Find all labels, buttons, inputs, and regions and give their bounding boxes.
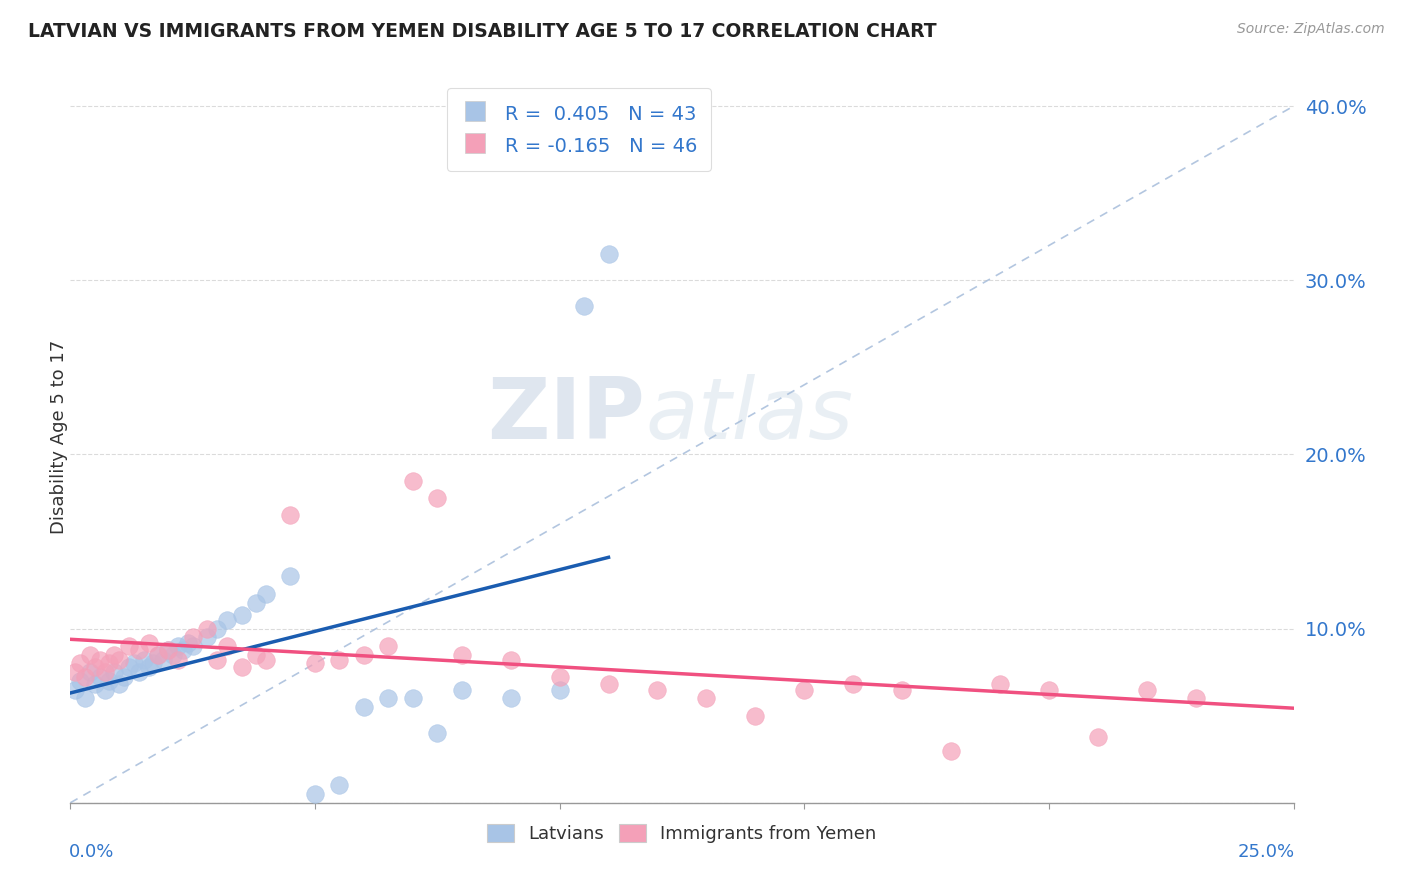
Point bbox=[245, 595, 267, 609]
Point bbox=[215, 613, 238, 627]
Point bbox=[598, 677, 620, 691]
Point bbox=[138, 660, 160, 674]
Legend: Latvians, Immigrants from Yemen: Latvians, Immigrants from Yemen bbox=[478, 815, 886, 852]
Point bbox=[132, 653, 155, 667]
Point bbox=[167, 639, 190, 653]
Point bbox=[499, 691, 522, 706]
Text: LATVIAN VS IMMIGRANTS FROM YEMEN DISABILITY AGE 5 TO 17 CORRELATION CHART: LATVIAN VS IMMIGRANTS FROM YEMEN DISABIL… bbox=[28, 22, 936, 41]
Point bbox=[353, 700, 375, 714]
Point bbox=[103, 665, 125, 680]
Point bbox=[83, 660, 105, 674]
Point bbox=[1038, 682, 1060, 697]
Point bbox=[69, 673, 91, 688]
Point bbox=[280, 569, 302, 583]
Point bbox=[280, 508, 302, 523]
Point bbox=[118, 639, 141, 653]
Point bbox=[353, 648, 375, 662]
Point bbox=[254, 653, 277, 667]
Point bbox=[108, 677, 131, 691]
Text: atlas: atlas bbox=[645, 374, 853, 457]
Point bbox=[572, 300, 595, 314]
Point bbox=[304, 787, 326, 801]
Point bbox=[63, 682, 86, 697]
Point bbox=[426, 726, 449, 740]
Point bbox=[148, 648, 170, 662]
Point bbox=[181, 631, 204, 645]
Point bbox=[128, 665, 150, 680]
Point bbox=[328, 653, 350, 667]
Point bbox=[108, 653, 131, 667]
Point bbox=[215, 639, 238, 653]
Point bbox=[377, 691, 399, 706]
Point bbox=[939, 743, 962, 757]
Point bbox=[128, 642, 150, 657]
Point bbox=[89, 670, 111, 684]
Point bbox=[195, 622, 218, 636]
Point bbox=[426, 491, 449, 505]
Point bbox=[1087, 730, 1109, 744]
Point bbox=[138, 635, 160, 649]
Point bbox=[254, 587, 277, 601]
Point bbox=[103, 648, 125, 662]
Point bbox=[205, 622, 228, 636]
Text: Source: ZipAtlas.com: Source: ZipAtlas.com bbox=[1237, 22, 1385, 37]
Point bbox=[122, 657, 145, 671]
Point bbox=[328, 778, 350, 792]
Point bbox=[402, 691, 425, 706]
Point bbox=[162, 648, 184, 662]
Point bbox=[79, 648, 101, 662]
Point bbox=[63, 665, 86, 680]
Point bbox=[157, 642, 180, 657]
Point bbox=[195, 631, 218, 645]
Point bbox=[73, 670, 96, 684]
Point bbox=[98, 673, 121, 688]
Point bbox=[69, 657, 91, 671]
Point bbox=[148, 648, 170, 662]
Point bbox=[93, 682, 115, 697]
Text: 25.0%: 25.0% bbox=[1237, 843, 1295, 861]
Point bbox=[152, 653, 174, 667]
Point bbox=[167, 653, 190, 667]
Point bbox=[450, 648, 472, 662]
Point bbox=[177, 635, 200, 649]
Point bbox=[79, 665, 101, 680]
Point bbox=[93, 665, 115, 680]
Text: 0.0%: 0.0% bbox=[69, 843, 114, 861]
Point bbox=[598, 247, 620, 261]
Point bbox=[83, 677, 105, 691]
Point bbox=[988, 677, 1011, 691]
Point bbox=[231, 660, 253, 674]
Point bbox=[157, 642, 180, 657]
Point bbox=[73, 691, 96, 706]
Point bbox=[647, 682, 669, 697]
Y-axis label: Disability Age 5 to 17: Disability Age 5 to 17 bbox=[51, 340, 67, 534]
Point bbox=[450, 682, 472, 697]
Point bbox=[793, 682, 815, 697]
Point bbox=[142, 657, 165, 671]
Text: ZIP: ZIP bbox=[488, 374, 645, 457]
Point bbox=[402, 474, 425, 488]
Point bbox=[377, 639, 399, 653]
Point bbox=[112, 670, 135, 684]
Point bbox=[205, 653, 228, 667]
Point bbox=[548, 682, 571, 697]
Point bbox=[245, 648, 267, 662]
Point bbox=[89, 653, 111, 667]
Point bbox=[181, 639, 204, 653]
Point bbox=[118, 660, 141, 674]
Point bbox=[695, 691, 717, 706]
Point bbox=[1184, 691, 1206, 706]
Point bbox=[744, 708, 766, 723]
Point bbox=[304, 657, 326, 671]
Point bbox=[499, 653, 522, 667]
Point bbox=[231, 607, 253, 622]
Point bbox=[98, 657, 121, 671]
Point bbox=[172, 642, 194, 657]
Point bbox=[1136, 682, 1159, 697]
Point bbox=[842, 677, 865, 691]
Point bbox=[891, 682, 914, 697]
Point bbox=[548, 670, 571, 684]
